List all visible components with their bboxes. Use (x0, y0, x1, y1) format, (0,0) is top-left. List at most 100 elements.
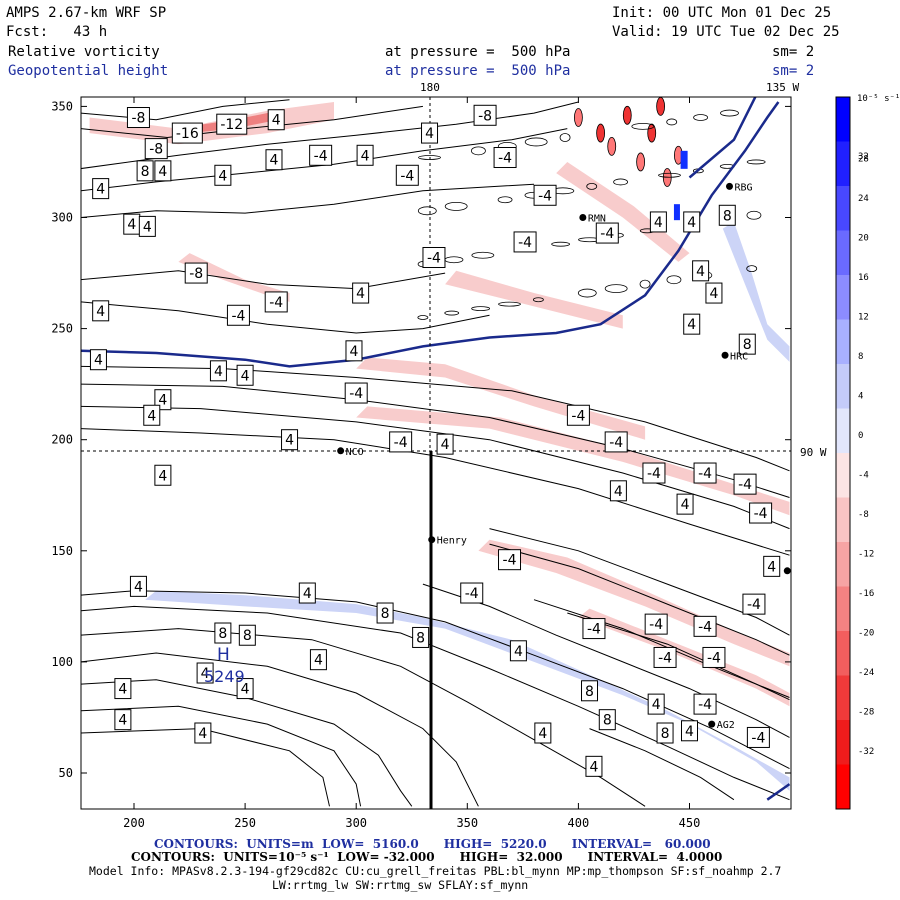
contour-label-text: -4 (747, 597, 761, 613)
contour-label: -16 (171, 122, 203, 144)
contour-label-box (692, 260, 710, 282)
contour-label-box (264, 291, 288, 313)
contour-label-text: 4 (270, 153, 279, 169)
contour-label: 4 (114, 709, 132, 731)
contour-label-text: 4 (241, 682, 250, 698)
field2-smoothing: sm= 2 (772, 63, 815, 79)
contour-label-box (738, 333, 756, 355)
convective-cell (622, 105, 632, 125)
contour-label-text: 8 (141, 164, 150, 180)
vorticity-contour-22 (589, 728, 735, 801)
small-vortex (417, 315, 429, 320)
contour-label-box (154, 389, 172, 411)
contour-label-text: 4 (654, 215, 663, 231)
station-label: HRC (730, 351, 748, 362)
contour-label-text: 4 (614, 484, 623, 500)
contour-label-text: 4 (134, 579, 143, 595)
contour-label: 4 (92, 300, 110, 322)
contour-label: 4 (267, 109, 285, 131)
contour-label: 4 (138, 215, 156, 237)
contour-label-box (412, 626, 430, 648)
contour-label-text: -4 (587, 622, 601, 638)
contour-label-text: -8 (189, 266, 203, 282)
contour-label-text: 4 (96, 304, 105, 320)
station-label: RMN (588, 214, 606, 225)
contour-label: 4 (692, 260, 710, 282)
plot-frame (80, 96, 792, 810)
station-dot (783, 567, 791, 575)
contour-label-box (92, 178, 110, 200)
contour-label-box (644, 613, 668, 635)
vorticity-band-3 (356, 406, 790, 516)
colorbar-bin (836, 720, 850, 765)
field1-name: Relative vorticity (8, 44, 160, 60)
contour-label-text: 4 (652, 697, 661, 713)
vorticity-contour-16 (81, 99, 290, 121)
colorbar-tick-label: 28 (858, 155, 869, 165)
y-tick-label: 100 (51, 655, 73, 669)
contour-label: 4 (92, 178, 110, 200)
vorticity-band-8 (556, 162, 690, 262)
contour-label-box (681, 720, 698, 742)
contour-label-box (376, 602, 394, 624)
contour-label-box (267, 109, 285, 131)
contour-label: -4 (604, 431, 628, 453)
contour-label: 4 (196, 662, 214, 684)
contour-label: -4 (264, 291, 288, 313)
contour-label: 4 (236, 678, 254, 700)
contour-label: 4 (154, 389, 172, 411)
contour-label-box (513, 231, 537, 253)
contour-label-box (702, 646, 726, 668)
contour-label-text: -4 (394, 435, 408, 451)
small-vortex (613, 178, 629, 186)
contour-label: -4 (513, 231, 537, 253)
contour-label: 4 (649, 211, 667, 233)
small-vortex (720, 109, 739, 117)
small-vortex (631, 122, 655, 130)
contour-label-text: -4 (649, 617, 663, 633)
lon-label-135w: 135 W (766, 81, 800, 94)
contour-label: -4 (422, 246, 446, 268)
contour-label: -4 (460, 582, 484, 604)
contour-label: 4 (705, 282, 723, 304)
contour-label: 4 (356, 144, 374, 166)
small-vortex (639, 279, 651, 289)
contour-label-box (344, 382, 368, 404)
contour-label-box (582, 618, 606, 640)
contour-label: -4 (493, 147, 517, 169)
contour-label: 4 (281, 429, 299, 451)
contour-label-box (345, 340, 363, 362)
small-vortex (666, 118, 678, 126)
model-title: AMPS 2.67-km WRF SP (6, 5, 167, 21)
contour-label: 4 (763, 555, 781, 577)
contour-label-box (683, 313, 701, 335)
contour-label-box (209, 360, 227, 382)
contour-label-box (533, 184, 557, 206)
contour-label: 4 (352, 282, 370, 304)
contour-label: -4 (749, 502, 773, 524)
contour-label-text: -4 (231, 308, 245, 324)
contour-label-text: -4 (698, 466, 712, 482)
vorticity-contour-6 (81, 728, 330, 807)
forecast-hour: Fcst: 43 h (6, 24, 108, 40)
contour-label-box (693, 615, 717, 637)
contour-label-text: 8 (218, 626, 227, 642)
contour-label-box (114, 709, 132, 731)
geopotential-contour-branch (688, 97, 757, 179)
contour-label-box (281, 429, 299, 451)
convective-cell (574, 108, 583, 127)
colorbar: 28 24 20 16 12 8 4 0 -4 -8 -12 -16 -20 -24 -28 -32 32 (835, 96, 874, 810)
contour-label: 4 (647, 693, 665, 715)
station-label: RBG (734, 182, 752, 193)
contour-label: -8 (473, 104, 497, 126)
contour-label-box (473, 104, 497, 126)
vorticity-contour-2 (81, 628, 646, 807)
contour-label-box (356, 144, 374, 166)
colorbar-tick-label: -32 (858, 747, 874, 757)
geopotential-contour-corner (766, 783, 791, 801)
contour-label: 8 (412, 626, 430, 648)
contour-label-box (653, 646, 677, 668)
small-vortex (533, 297, 544, 303)
contour-label-box (742, 593, 766, 615)
contour-label: 4 (129, 575, 147, 597)
